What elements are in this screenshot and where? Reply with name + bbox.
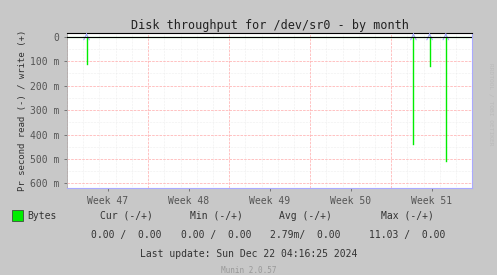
- Text: RRDTOOL / TOBI OETIKER: RRDTOOL / TOBI OETIKER: [489, 63, 494, 146]
- Text: 0.00 /  0.00: 0.00 / 0.00: [181, 230, 251, 240]
- Text: Munin 2.0.57: Munin 2.0.57: [221, 266, 276, 274]
- Text: 11.03 /  0.00: 11.03 / 0.00: [369, 230, 446, 240]
- Text: 2.79m/  0.00: 2.79m/ 0.00: [270, 230, 341, 240]
- Text: Bytes: Bytes: [27, 211, 57, 221]
- Y-axis label: Pr second read (-) / write (+): Pr second read (-) / write (+): [18, 30, 27, 191]
- Text: Cur (-/+): Cur (-/+): [100, 211, 153, 221]
- Text: Max (-/+): Max (-/+): [381, 211, 434, 221]
- Text: Avg (-/+): Avg (-/+): [279, 211, 332, 221]
- Text: 0.00 /  0.00: 0.00 / 0.00: [91, 230, 162, 240]
- Title: Disk throughput for /dev/sr0 - by month: Disk throughput for /dev/sr0 - by month: [131, 19, 409, 32]
- Text: Last update: Sun Dec 22 04:16:25 2024: Last update: Sun Dec 22 04:16:25 2024: [140, 249, 357, 259]
- Text: Min (-/+): Min (-/+): [190, 211, 243, 221]
